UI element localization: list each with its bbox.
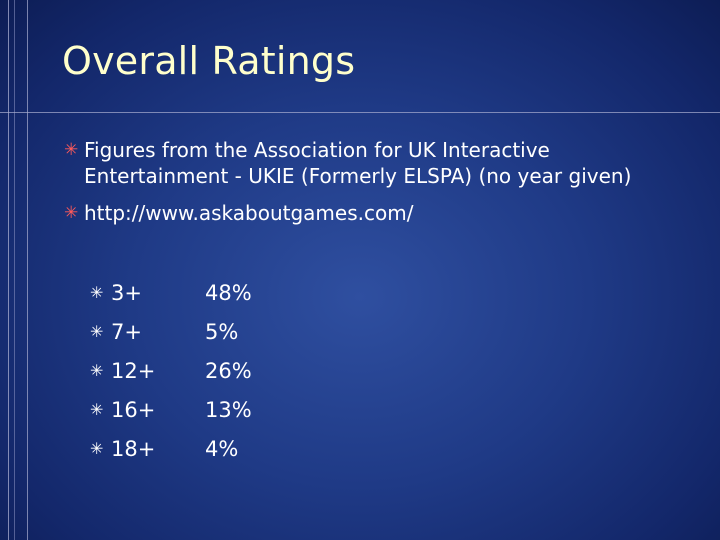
- rating-age: 16+: [111, 398, 156, 422]
- decorative-vertical-line: [14, 0, 15, 540]
- rating-percent: 4%: [205, 437, 239, 461]
- asterisk-icon: ✳: [64, 203, 79, 223]
- bullet-item: ✳ Figures from the Association for UK In…: [64, 137, 684, 189]
- asterisk-icon: ✳: [90, 400, 104, 419]
- rating-percent: 26%: [205, 359, 252, 383]
- slide-title: Overall Ratings: [62, 39, 356, 83]
- asterisk-icon: ✳: [90, 439, 104, 458]
- rating-percent: 13%: [205, 398, 252, 422]
- asterisk-icon: ✳: [64, 140, 79, 160]
- bullet-link[interactable]: http://www.askaboutgames.com/: [84, 201, 414, 225]
- bullet-item: ✳ http://www.askaboutgames.com/: [64, 200, 684, 226]
- rating-percent: 48%: [205, 281, 252, 305]
- rating-age: 12+: [111, 359, 156, 383]
- bullet-text: Figures from the Association for UK Inte…: [84, 138, 632, 188]
- asterisk-icon: ✳: [90, 361, 104, 380]
- rating-age: 18+: [111, 437, 156, 461]
- decorative-vertical-line: [27, 0, 28, 540]
- rating-age: 7+: [111, 320, 142, 344]
- rating-percent: 5%: [205, 320, 239, 344]
- rating-age: 3+: [111, 281, 142, 305]
- decorative-vertical-line: [8, 0, 9, 540]
- asterisk-icon: ✳: [90, 283, 104, 302]
- decorative-horizontal-line: [0, 112, 720, 113]
- asterisk-icon: ✳: [90, 322, 104, 341]
